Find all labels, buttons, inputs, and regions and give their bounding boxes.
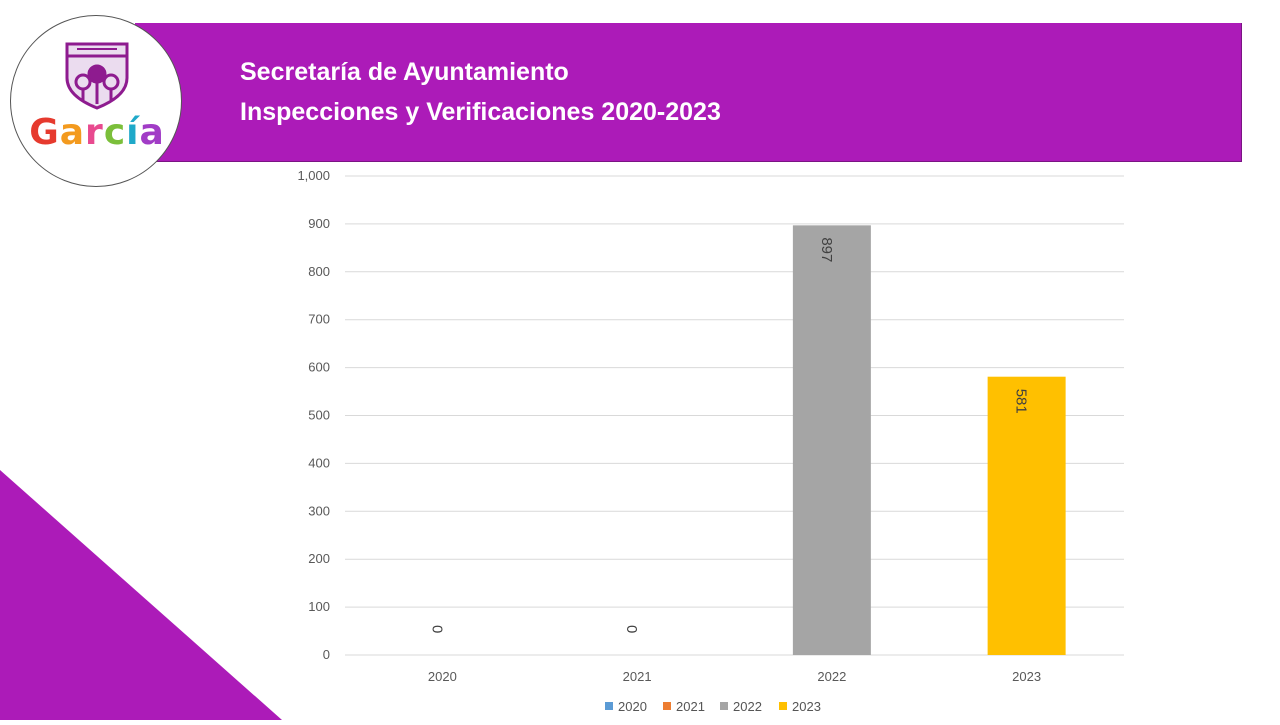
bar-2023 <box>987 376 1066 655</box>
x-tick-label: 2023 <box>1012 669 1041 684</box>
y-tick-label: 1,000 <box>297 168 330 183</box>
page-title: Secretaría de Ayuntamiento <box>240 58 569 86</box>
y-tick-label: 400 <box>308 455 330 470</box>
bar-2022 <box>792 225 871 655</box>
y-tick-label: 500 <box>308 408 330 423</box>
legend-item: 2021 <box>663 699 705 714</box>
legend-swatch <box>720 702 728 710</box>
y-tick-label: 200 <box>308 551 330 566</box>
legend-item: 2020 <box>605 699 647 714</box>
data-label: 581 <box>1013 389 1030 414</box>
x-tick-label: 2022 <box>817 669 846 684</box>
header-band <box>135 23 1242 162</box>
y-tick-label: 900 <box>308 216 330 231</box>
y-tick-label: 300 <box>308 503 330 518</box>
x-tick-label: 2020 <box>428 669 457 684</box>
data-label: 0 <box>428 625 445 633</box>
y-tick-label: 600 <box>308 360 330 375</box>
legend-item: 2022 <box>720 699 762 714</box>
y-tick-label: 700 <box>308 312 330 327</box>
legend-swatch <box>779 702 787 710</box>
legend-swatch <box>663 702 671 710</box>
y-tick-label: 0 <box>323 647 330 662</box>
data-label: 897 <box>818 237 835 262</box>
legend-label: 2020 <box>618 699 647 714</box>
legend-item: 2023 <box>779 699 821 714</box>
logo-text: García <box>29 112 165 153</box>
chart-legend: 2020 2021 2022 2023 <box>0 699 1280 715</box>
data-label: 0 <box>623 625 640 633</box>
legend-swatch <box>605 702 613 710</box>
legend-label: 2023 <box>792 699 821 714</box>
page-subtitle: Inspecciones y Verificaciones 2020-2023 <box>240 98 721 126</box>
legend-label: 2022 <box>733 699 762 714</box>
x-tick-label: 2021 <box>623 669 652 684</box>
decorative-corner-triangle <box>0 470 285 725</box>
y-tick-label: 100 <box>308 599 330 614</box>
y-tick-label: 800 <box>308 264 330 279</box>
logo: García <box>10 15 182 187</box>
shield-emblem-icon <box>65 42 129 110</box>
legend-label: 2021 <box>676 699 705 714</box>
